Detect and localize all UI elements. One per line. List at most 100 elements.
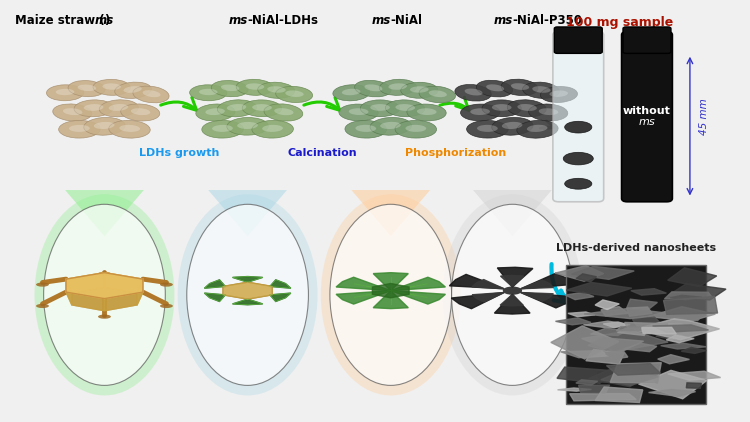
Text: Calcination: Calcination bbox=[288, 148, 358, 158]
Ellipse shape bbox=[196, 104, 235, 121]
Polygon shape bbox=[601, 307, 628, 316]
Ellipse shape bbox=[330, 204, 452, 385]
Ellipse shape bbox=[99, 100, 138, 117]
Polygon shape bbox=[590, 328, 627, 335]
Ellipse shape bbox=[276, 87, 313, 103]
Text: Maize straw (: Maize straw ( bbox=[15, 14, 104, 27]
Polygon shape bbox=[584, 308, 673, 319]
Polygon shape bbox=[581, 330, 668, 352]
Ellipse shape bbox=[482, 100, 521, 116]
Polygon shape bbox=[500, 295, 523, 306]
Ellipse shape bbox=[246, 83, 264, 90]
Ellipse shape bbox=[370, 104, 390, 111]
Ellipse shape bbox=[190, 85, 226, 101]
Ellipse shape bbox=[109, 120, 150, 138]
Polygon shape bbox=[137, 279, 143, 305]
Polygon shape bbox=[223, 282, 272, 299]
Ellipse shape bbox=[252, 120, 293, 138]
Ellipse shape bbox=[454, 84, 491, 101]
Ellipse shape bbox=[464, 89, 483, 95]
Text: -NiAl-LDHs: -NiAl-LDHs bbox=[248, 14, 319, 27]
Ellipse shape bbox=[69, 125, 90, 132]
Ellipse shape bbox=[206, 108, 225, 115]
Ellipse shape bbox=[526, 125, 548, 132]
Ellipse shape bbox=[538, 108, 558, 115]
Polygon shape bbox=[638, 371, 707, 399]
Ellipse shape bbox=[103, 83, 121, 90]
Ellipse shape bbox=[507, 100, 546, 117]
Ellipse shape bbox=[492, 117, 533, 135]
Ellipse shape bbox=[492, 104, 512, 111]
Polygon shape bbox=[588, 338, 644, 353]
Ellipse shape bbox=[226, 104, 246, 111]
Polygon shape bbox=[586, 349, 624, 364]
Ellipse shape bbox=[388, 83, 407, 90]
Polygon shape bbox=[65, 190, 144, 236]
Ellipse shape bbox=[77, 84, 96, 91]
Polygon shape bbox=[373, 284, 409, 298]
Polygon shape bbox=[670, 295, 702, 300]
Polygon shape bbox=[648, 307, 716, 321]
Polygon shape bbox=[494, 295, 530, 314]
Ellipse shape bbox=[364, 84, 382, 91]
Polygon shape bbox=[557, 388, 592, 391]
Ellipse shape bbox=[517, 120, 558, 138]
Ellipse shape bbox=[460, 104, 500, 121]
Text: ms: ms bbox=[228, 14, 248, 27]
FancyBboxPatch shape bbox=[553, 32, 604, 202]
Polygon shape bbox=[232, 299, 262, 305]
Ellipse shape bbox=[486, 84, 504, 91]
Ellipse shape bbox=[452, 204, 573, 385]
FancyBboxPatch shape bbox=[623, 27, 671, 53]
Text: -NiAl: -NiAl bbox=[391, 14, 423, 27]
Ellipse shape bbox=[370, 117, 412, 135]
Ellipse shape bbox=[264, 104, 303, 121]
Ellipse shape bbox=[221, 84, 239, 91]
Ellipse shape bbox=[349, 108, 368, 115]
Ellipse shape bbox=[285, 90, 304, 97]
Polygon shape bbox=[616, 373, 647, 376]
Ellipse shape bbox=[133, 86, 169, 103]
Ellipse shape bbox=[502, 122, 523, 129]
Polygon shape bbox=[589, 367, 650, 387]
Polygon shape bbox=[576, 380, 598, 385]
Text: ): ) bbox=[104, 14, 110, 27]
Polygon shape bbox=[638, 323, 690, 330]
Polygon shape bbox=[270, 293, 291, 301]
Polygon shape bbox=[557, 367, 613, 384]
Ellipse shape bbox=[380, 122, 400, 129]
Polygon shape bbox=[104, 273, 143, 293]
Polygon shape bbox=[681, 347, 706, 353]
Polygon shape bbox=[566, 282, 632, 296]
Ellipse shape bbox=[407, 104, 446, 121]
Polygon shape bbox=[656, 333, 684, 339]
Ellipse shape bbox=[503, 287, 522, 295]
Polygon shape bbox=[472, 280, 504, 289]
Polygon shape bbox=[520, 292, 554, 301]
Ellipse shape bbox=[131, 108, 150, 115]
Polygon shape bbox=[652, 325, 709, 332]
Polygon shape bbox=[607, 364, 661, 375]
Polygon shape bbox=[556, 318, 591, 325]
Text: Phosphorization: Phosphorization bbox=[404, 148, 506, 158]
Ellipse shape bbox=[34, 194, 175, 395]
Ellipse shape bbox=[395, 120, 436, 138]
Polygon shape bbox=[661, 343, 706, 349]
Polygon shape bbox=[601, 371, 658, 385]
Polygon shape bbox=[626, 307, 652, 316]
Ellipse shape bbox=[267, 86, 286, 93]
Polygon shape bbox=[497, 267, 533, 287]
Polygon shape bbox=[666, 335, 694, 343]
Polygon shape bbox=[627, 376, 656, 383]
Polygon shape bbox=[520, 292, 574, 308]
Ellipse shape bbox=[160, 304, 173, 308]
Ellipse shape bbox=[68, 81, 105, 97]
Polygon shape bbox=[572, 266, 634, 279]
Ellipse shape bbox=[44, 204, 165, 385]
Polygon shape bbox=[452, 292, 504, 308]
Polygon shape bbox=[570, 394, 636, 401]
Polygon shape bbox=[205, 293, 225, 301]
Polygon shape bbox=[66, 279, 72, 305]
Polygon shape bbox=[520, 273, 574, 289]
Ellipse shape bbox=[115, 82, 152, 98]
